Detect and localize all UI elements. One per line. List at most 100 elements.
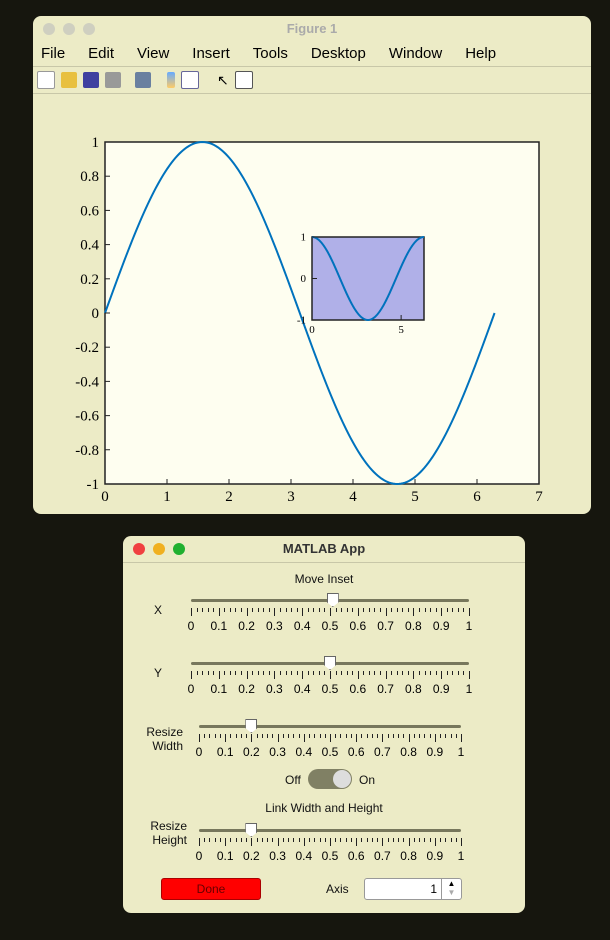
slider-tick <box>319 838 321 842</box>
slider-tick <box>309 838 311 842</box>
property-inspector-icon[interactable] <box>234 71 253 89</box>
y-tick-label: -0.8 <box>75 443 99 459</box>
slider-tick <box>209 838 211 842</box>
slider-tick <box>213 608 215 612</box>
slider-tick <box>357 671 359 679</box>
done-button[interactable]: Done <box>161 878 261 900</box>
slider-tick-label: 0.7 <box>377 619 394 633</box>
open-folder-icon[interactable] <box>61 72 77 88</box>
spinner-down-icon[interactable]: ▼ <box>447 888 456 897</box>
slider-tick <box>403 734 405 738</box>
menu-file[interactable]: File <box>41 45 66 62</box>
spinner-up-icon[interactable]: ▲ <box>447 879 456 888</box>
app-title: MATLAB App <box>282 541 366 556</box>
x-tick-label: 2 <box>225 489 233 505</box>
slider-tick <box>196 608 198 612</box>
close-icon[interactable] <box>133 543 145 555</box>
slider-tick <box>374 608 376 612</box>
slider-tick-label: 0.2 <box>238 619 255 633</box>
menu-edit[interactable]: Edit <box>88 45 115 62</box>
slider-tick <box>418 608 420 612</box>
x-tick-label: 3 <box>287 489 295 505</box>
slider-tick <box>246 671 248 679</box>
slider-tick <box>303 838 305 846</box>
y-tick-label: 0.4 <box>80 238 99 254</box>
slider-tick <box>387 734 389 738</box>
new-file-icon[interactable] <box>37 71 55 89</box>
y-tick-label: -0.6 <box>75 409 99 425</box>
slider-tick <box>463 608 465 612</box>
slider-tick <box>377 838 379 842</box>
slider-tick <box>413 671 415 679</box>
legend-icon[interactable] <box>181 71 199 89</box>
slider-tick-label: 0.6 <box>347 745 365 759</box>
slider-tick <box>441 671 443 679</box>
slider-tick <box>345 838 347 842</box>
slider-thumb[interactable] <box>326 593 339 607</box>
slider-tick <box>392 734 394 738</box>
slider-tick <box>340 838 342 842</box>
menu-desktop[interactable]: Desktop <box>310 45 366 62</box>
slider-tick <box>224 671 226 675</box>
link-plot-icon[interactable] <box>135 72 151 88</box>
slider-tick <box>346 608 348 612</box>
slider-tick <box>418 671 420 675</box>
slider-tick <box>385 608 387 616</box>
slider-tick <box>324 838 326 842</box>
slider-tick <box>435 608 437 612</box>
slider-tick <box>293 838 295 842</box>
slider-tick <box>279 671 281 675</box>
slider-tick <box>288 838 290 842</box>
slider-tick <box>257 608 259 612</box>
maximize-icon[interactable] <box>173 543 185 555</box>
slider-tick <box>204 734 206 738</box>
slider-tick <box>445 838 447 842</box>
slider-tick <box>252 671 254 675</box>
x-tick-label: 5 <box>411 489 419 505</box>
y-tick-label: -0.2 <box>75 340 99 356</box>
menu-insert[interactable]: Insert <box>192 45 230 62</box>
axis-spinner-value[interactable]: 1 <box>430 882 437 896</box>
slider-tick <box>318 671 320 675</box>
slider-tick <box>288 734 290 738</box>
x-tick-label: 4 <box>349 489 357 505</box>
figure-title: Figure 1 <box>286 21 338 36</box>
menu-help[interactable]: Help <box>465 45 497 62</box>
minimize-icon[interactable] <box>63 23 75 35</box>
slider-tick <box>191 671 192 679</box>
maximize-icon[interactable] <box>83 23 95 35</box>
y-tick-label: -1 <box>297 315 306 327</box>
slider-tick-label: 0.9 <box>432 619 450 633</box>
slider-thumb[interactable] <box>245 823 258 837</box>
slider-tick <box>282 734 284 738</box>
slider-tick <box>419 838 421 842</box>
close-icon[interactable] <box>43 23 55 35</box>
menu-view[interactable]: View <box>137 45 170 62</box>
slider-thumb[interactable] <box>245 719 258 733</box>
slider-thumb[interactable] <box>324 656 336 670</box>
pointer-icon[interactable]: ↖ <box>217 71 229 88</box>
slider-tick-label: 0.1 <box>216 745 234 759</box>
slider-tick-label: 0.9 <box>432 682 450 696</box>
slider-tick <box>452 671 454 675</box>
save-icon[interactable] <box>83 72 99 88</box>
slider-tick <box>368 671 370 675</box>
link-switch[interactable] <box>308 769 352 789</box>
minimize-icon[interactable] <box>153 543 165 555</box>
slider-track[interactable] <box>199 725 461 728</box>
slider-tick <box>256 838 258 842</box>
slider-tick <box>455 734 457 738</box>
menu-tools[interactable]: Tools <box>252 45 288 62</box>
slider-tick <box>302 671 304 679</box>
slider-tick <box>307 671 309 675</box>
print-icon[interactable] <box>105 72 121 88</box>
slider-tick <box>407 671 409 675</box>
colorbar-icon[interactable] <box>167 72 175 88</box>
slider-tick <box>335 608 337 612</box>
menu-window[interactable]: Window <box>388 45 443 62</box>
slider-tick <box>230 734 232 738</box>
slider-track[interactable] <box>199 829 461 832</box>
slider-tick <box>457 608 459 612</box>
slider-tick <box>469 608 470 616</box>
x-tick-label: 1 <box>163 489 171 505</box>
